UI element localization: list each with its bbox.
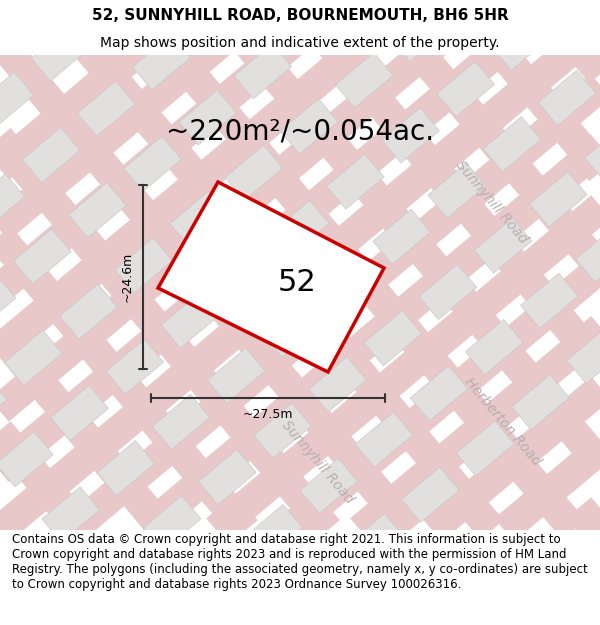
Polygon shape	[309, 357, 367, 412]
Polygon shape	[474, 218, 532, 273]
Polygon shape	[428, 163, 485, 218]
Polygon shape	[170, 191, 227, 247]
Polygon shape	[13, 229, 71, 284]
Text: Sunnyhill Road: Sunnyhill Road	[454, 158, 530, 246]
Polygon shape	[410, 366, 468, 421]
Polygon shape	[457, 421, 514, 476]
Polygon shape	[419, 264, 477, 319]
Polygon shape	[77, 81, 135, 136]
Polygon shape	[289, 0, 347, 52]
Text: 52: 52	[278, 268, 316, 297]
Polygon shape	[344, 0, 402, 6]
Text: Herberton Road: Herberton Road	[461, 376, 543, 469]
Polygon shape	[59, 284, 117, 339]
Polygon shape	[161, 293, 218, 348]
Text: ~220m²/~0.054ac.: ~220m²/~0.054ac.	[166, 118, 434, 146]
Polygon shape	[152, 394, 210, 449]
Polygon shape	[291, 560, 349, 615]
Polygon shape	[190, 551, 247, 606]
Polygon shape	[0, 533, 44, 588]
Polygon shape	[0, 0, 43, 26]
Polygon shape	[466, 319, 523, 374]
Text: Sunnyhill Road: Sunnyhill Road	[280, 418, 356, 506]
Polygon shape	[254, 403, 311, 458]
Polygon shape	[115, 238, 172, 293]
Polygon shape	[0, 275, 16, 330]
Text: Map shows position and indicative extent of the property.: Map shows position and indicative extent…	[100, 36, 500, 50]
Polygon shape	[0, 72, 34, 127]
Polygon shape	[22, 127, 80, 182]
Polygon shape	[179, 90, 236, 145]
Polygon shape	[42, 487, 100, 542]
Polygon shape	[271, 201, 329, 256]
Polygon shape	[33, 588, 91, 625]
Text: Contains OS data © Crown copyright and database right 2021. This information is : Contains OS data © Crown copyright and d…	[12, 533, 588, 591]
Polygon shape	[373, 209, 430, 264]
Polygon shape	[133, 35, 190, 90]
Polygon shape	[245, 504, 302, 560]
Polygon shape	[0, 174, 25, 229]
Polygon shape	[124, 136, 181, 191]
Polygon shape	[234, 44, 292, 99]
Polygon shape	[401, 468, 459, 522]
Polygon shape	[567, 328, 600, 384]
Polygon shape	[216, 247, 274, 302]
Polygon shape	[68, 182, 126, 238]
Polygon shape	[5, 330, 62, 386]
Polygon shape	[446, 0, 503, 15]
Polygon shape	[521, 273, 578, 328]
Polygon shape	[391, 6, 448, 61]
Polygon shape	[199, 449, 256, 504]
Text: ~24.6m: ~24.6m	[121, 252, 133, 302]
Polygon shape	[31, 26, 89, 81]
Polygon shape	[208, 348, 265, 403]
Polygon shape	[382, 107, 439, 163]
Polygon shape	[51, 386, 109, 441]
Polygon shape	[97, 441, 155, 496]
Polygon shape	[158, 182, 384, 372]
Polygon shape	[492, 15, 550, 71]
Polygon shape	[143, 496, 201, 551]
Polygon shape	[576, 227, 600, 282]
Polygon shape	[280, 99, 338, 154]
Polygon shape	[584, 126, 600, 181]
Polygon shape	[437, 61, 494, 117]
Polygon shape	[263, 302, 320, 357]
Polygon shape	[300, 458, 358, 514]
Polygon shape	[529, 172, 587, 227]
Polygon shape	[483, 117, 541, 172]
Polygon shape	[335, 52, 393, 107]
Polygon shape	[188, 0, 245, 44]
Text: 52, SUNNYHILL ROAD, BOURNEMOUTH, BH6 5HR: 52, SUNNYHILL ROAD, BOURNEMOUTH, BH6 5HR	[92, 8, 508, 23]
Polygon shape	[355, 412, 413, 467]
Polygon shape	[86, 0, 144, 35]
Polygon shape	[106, 339, 164, 394]
Polygon shape	[318, 256, 375, 311]
Polygon shape	[326, 154, 384, 209]
Polygon shape	[512, 374, 569, 430]
Polygon shape	[225, 145, 283, 200]
Polygon shape	[0, 377, 7, 432]
Polygon shape	[0, 432, 53, 487]
Text: ~27.5m: ~27.5m	[243, 408, 293, 421]
Polygon shape	[346, 514, 404, 569]
Polygon shape	[538, 71, 596, 126]
Polygon shape	[88, 542, 146, 597]
Polygon shape	[364, 311, 422, 366]
